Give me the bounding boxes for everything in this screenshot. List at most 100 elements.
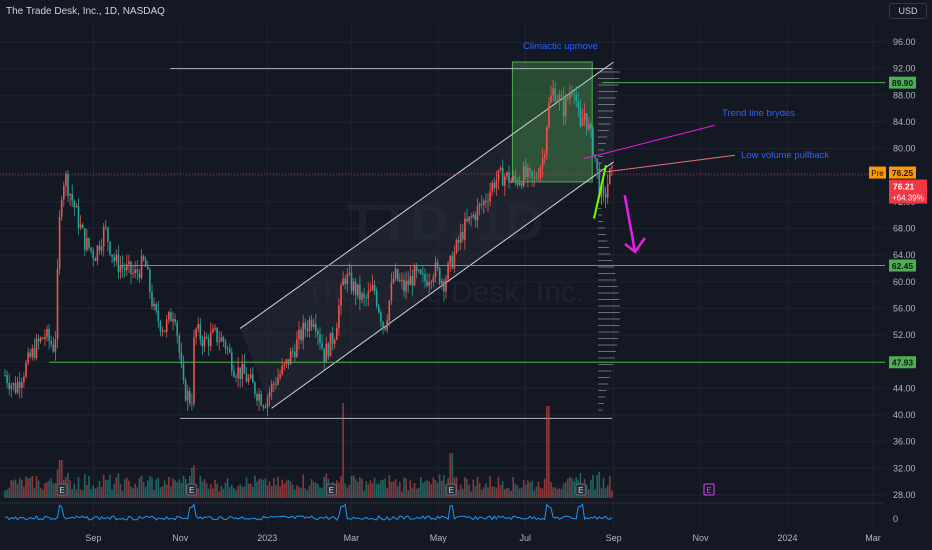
candle-body <box>533 177 535 179</box>
candle-body <box>144 259 147 267</box>
candle-body <box>575 94 577 102</box>
candle-body <box>77 205 80 228</box>
volume-bar <box>107 479 109 498</box>
candle-body <box>501 167 504 186</box>
candle-body <box>535 177 538 179</box>
candle-body <box>493 182 496 189</box>
candle-body <box>306 328 309 331</box>
candle-body <box>462 231 464 240</box>
candle-body <box>291 351 294 353</box>
candle-body <box>29 352 31 357</box>
x-tick-label: Sep <box>85 533 101 543</box>
volume-bar <box>273 478 275 498</box>
candle-body <box>348 272 351 275</box>
projection-arrow <box>623 194 637 253</box>
volume-bar <box>197 488 199 498</box>
volume-bar <box>180 483 183 498</box>
candle-body <box>464 218 466 240</box>
volume-bar <box>567 478 569 498</box>
candle-body <box>60 199 63 217</box>
volume-bar <box>163 480 166 498</box>
candle-body <box>102 226 105 247</box>
last-price-label: 76.21 <box>893 182 915 192</box>
volume-bar <box>476 477 479 498</box>
candle-body <box>88 238 90 248</box>
lowvol-pointer <box>605 154 736 173</box>
candle-body <box>516 180 519 185</box>
volume-bar <box>558 488 561 498</box>
candle-body <box>199 324 202 340</box>
candle-body <box>109 241 111 255</box>
volume-bar <box>207 488 210 498</box>
volume-bar <box>291 484 294 498</box>
volume-bar <box>121 491 124 498</box>
volume-bar <box>415 488 418 498</box>
candle-body <box>296 339 298 358</box>
volume-bar <box>512 477 514 498</box>
currency-button[interactable]: USD <box>889 3 927 19</box>
volume-bar <box>441 480 443 498</box>
candle-body <box>241 363 244 379</box>
candle-body <box>252 374 254 383</box>
candle-body <box>298 329 300 340</box>
candle-body <box>512 176 514 181</box>
volume-bar <box>464 477 466 498</box>
volume-bar <box>338 482 340 498</box>
symbol-title: The Trade Desk, Inc., 1D, NASDAQ <box>6 6 165 17</box>
volume-bar <box>556 489 559 498</box>
candle-body <box>394 268 397 279</box>
volume-bar <box>396 486 399 498</box>
candle-body <box>369 289 372 292</box>
volume-bar <box>256 481 258 498</box>
volume-bar <box>138 478 141 498</box>
candle-body <box>157 310 160 322</box>
volume-bar <box>485 483 487 498</box>
volume-bar <box>144 486 147 498</box>
candle-body <box>487 201 489 203</box>
volume-bar <box>531 480 533 498</box>
volume-bar <box>315 482 317 498</box>
x-tick-label: Nov <box>172 533 189 543</box>
volume-bar <box>52 483 55 498</box>
volume-bar <box>336 480 338 498</box>
indicator-line <box>4 503 613 521</box>
volume-bar <box>600 488 603 498</box>
volume-bar <box>522 480 525 498</box>
volume-bar <box>489 476 491 498</box>
volume-bar <box>308 485 311 498</box>
volume-bar <box>474 485 477 498</box>
volume-bar <box>508 488 510 498</box>
candle-body <box>231 352 233 372</box>
candle-body <box>407 280 409 286</box>
candle-body <box>413 265 416 286</box>
volume-bar <box>109 474 111 498</box>
volume-bar <box>562 483 565 498</box>
volume-bar <box>348 485 351 498</box>
candle-body <box>226 348 229 350</box>
volume-bar <box>210 484 212 498</box>
volume-bar <box>312 481 315 498</box>
volume-bar <box>77 477 80 498</box>
candle-body <box>346 274 349 284</box>
candle-body <box>132 272 134 274</box>
volume-bar <box>69 480 71 498</box>
candle-body <box>567 96 569 99</box>
candle-body <box>325 343 328 363</box>
volume-bar <box>157 477 160 498</box>
watermark-ticker: TTD, 1D <box>347 194 543 252</box>
candle-body <box>321 343 323 349</box>
x-tick-label: Mar <box>344 533 360 543</box>
volume-bar <box>142 482 145 498</box>
candle-body <box>69 193 71 196</box>
candle-body <box>585 113 588 130</box>
candle-body <box>81 224 84 229</box>
volume-bar <box>241 486 244 498</box>
candle-body <box>426 281 428 286</box>
candle-body <box>90 247 92 251</box>
candle-body <box>491 182 493 192</box>
candle-body <box>220 337 223 342</box>
candle-body <box>23 376 25 383</box>
candle-body <box>39 337 42 342</box>
candle-body <box>409 276 412 286</box>
